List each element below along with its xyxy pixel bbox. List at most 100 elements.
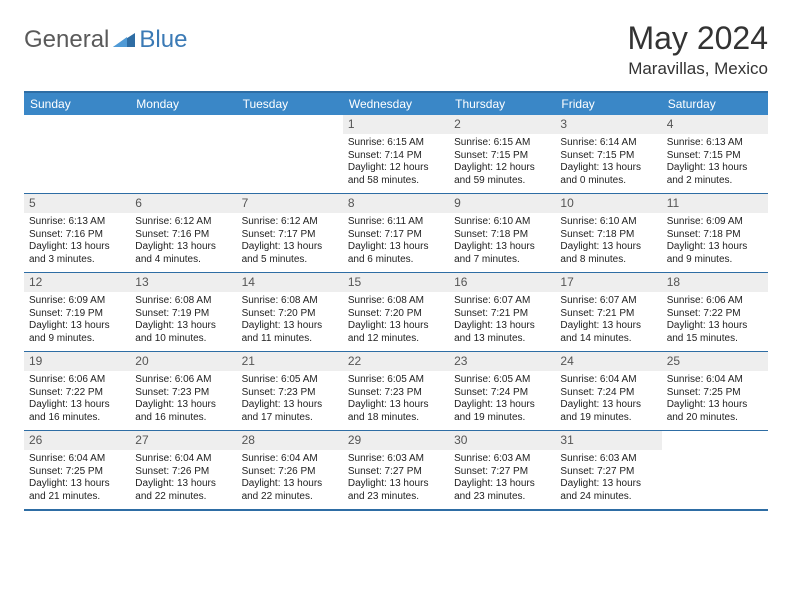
- cell-body: Sunrise: 6:15 AMSunset: 7:15 PMDaylight:…: [449, 134, 555, 191]
- month-title: May 2024: [627, 20, 768, 57]
- calendar-cell: 23Sunrise: 6:05 AMSunset: 7:24 PMDayligh…: [449, 352, 555, 430]
- cell-body: Sunrise: 6:09 AMSunset: 7:18 PMDaylight:…: [662, 213, 768, 270]
- sunrise-text: Sunrise: 6:12 AM: [242, 216, 338, 229]
- day-number: 23: [449, 352, 555, 371]
- cell-body: Sunrise: 6:14 AMSunset: 7:15 PMDaylight:…: [555, 134, 661, 191]
- sunset-text: Sunset: 7:19 PM: [29, 308, 125, 321]
- title-block: May 2024 Maravillas, Mexico: [627, 20, 768, 79]
- daylight-text: Daylight: 13 hours and 4 minutes.: [135, 241, 231, 266]
- sunrise-text: Sunrise: 6:08 AM: [135, 295, 231, 308]
- sunrise-text: Sunrise: 6:10 AM: [454, 216, 550, 229]
- sunset-text: Sunset: 7:20 PM: [348, 308, 444, 321]
- day-number: 18: [662, 273, 768, 292]
- day-number: 5: [24, 194, 130, 213]
- calendar-cell: 9Sunrise: 6:10 AMSunset: 7:18 PMDaylight…: [449, 194, 555, 272]
- week-row: 26Sunrise: 6:04 AMSunset: 7:25 PMDayligh…: [24, 430, 768, 509]
- calendar-cell: 31Sunrise: 6:03 AMSunset: 7:27 PMDayligh…: [555, 431, 661, 509]
- calendar-cell: 2Sunrise: 6:15 AMSunset: 7:15 PMDaylight…: [449, 115, 555, 193]
- sunset-text: Sunset: 7:15 PM: [454, 150, 550, 163]
- cell-body: Sunrise: 6:15 AMSunset: 7:14 PMDaylight:…: [343, 134, 449, 191]
- calendar-cell: 21Sunrise: 6:05 AMSunset: 7:23 PMDayligh…: [237, 352, 343, 430]
- daylight-text: Daylight: 13 hours and 0 minutes.: [560, 162, 656, 187]
- sunset-text: Sunset: 7:15 PM: [667, 150, 763, 163]
- calendar-cell: 15Sunrise: 6:08 AMSunset: 7:20 PMDayligh…: [343, 273, 449, 351]
- daylight-text: Daylight: 13 hours and 19 minutes.: [560, 399, 656, 424]
- calendar-cell: 1Sunrise: 6:15 AMSunset: 7:14 PMDaylight…: [343, 115, 449, 193]
- day-number: 4: [662, 115, 768, 134]
- day-number: 8: [343, 194, 449, 213]
- calendar-cell: 14Sunrise: 6:08 AMSunset: 7:20 PMDayligh…: [237, 273, 343, 351]
- sunset-text: Sunset: 7:17 PM: [348, 229, 444, 242]
- cell-body: Sunrise: 6:03 AMSunset: 7:27 PMDaylight:…: [555, 450, 661, 507]
- day-number: 10: [555, 194, 661, 213]
- calendar-cell: 25Sunrise: 6:04 AMSunset: 7:25 PMDayligh…: [662, 352, 768, 430]
- daylight-text: Daylight: 13 hours and 19 minutes.: [454, 399, 550, 424]
- cell-body: Sunrise: 6:04 AMSunset: 7:25 PMDaylight:…: [24, 450, 130, 507]
- daylight-text: Daylight: 12 hours and 58 minutes.: [348, 162, 444, 187]
- day-number: 14: [237, 273, 343, 292]
- sunset-text: Sunset: 7:23 PM: [242, 387, 338, 400]
- day-header-wed: Wednesday: [343, 93, 449, 115]
- sunrise-text: Sunrise: 6:05 AM: [348, 374, 444, 387]
- day-number: 17: [555, 273, 661, 292]
- sunrise-text: Sunrise: 6:14 AM: [560, 137, 656, 150]
- daylight-text: Daylight: 13 hours and 22 minutes.: [242, 478, 338, 503]
- day-number: 28: [237, 431, 343, 450]
- day-number: 9: [449, 194, 555, 213]
- day-number: 15: [343, 273, 449, 292]
- day-number: 3: [555, 115, 661, 134]
- cell-body: Sunrise: 6:09 AMSunset: 7:19 PMDaylight:…: [24, 292, 130, 349]
- cell-body: Sunrise: 6:11 AMSunset: 7:17 PMDaylight:…: [343, 213, 449, 270]
- cell-body: Sunrise: 6:04 AMSunset: 7:25 PMDaylight:…: [662, 371, 768, 428]
- sunset-text: Sunset: 7:23 PM: [348, 387, 444, 400]
- calendar-cell: 6Sunrise: 6:12 AMSunset: 7:16 PMDaylight…: [130, 194, 236, 272]
- daylight-text: Daylight: 13 hours and 2 minutes.: [667, 162, 763, 187]
- cell-body: Sunrise: 6:08 AMSunset: 7:20 PMDaylight:…: [343, 292, 449, 349]
- day-number: 16: [449, 273, 555, 292]
- sunrise-text: Sunrise: 6:04 AM: [242, 453, 338, 466]
- sunset-text: Sunset: 7:25 PM: [667, 387, 763, 400]
- day-number: 24: [555, 352, 661, 371]
- logo-text-blue: Blue: [139, 26, 187, 54]
- day-number: 1: [343, 115, 449, 134]
- daylight-text: Daylight: 13 hours and 5 minutes.: [242, 241, 338, 266]
- sunset-text: Sunset: 7:19 PM: [135, 308, 231, 321]
- calendar-cell: 30Sunrise: 6:03 AMSunset: 7:27 PMDayligh…: [449, 431, 555, 509]
- cell-body: Sunrise: 6:12 AMSunset: 7:17 PMDaylight:…: [237, 213, 343, 270]
- day-header-sun: Sunday: [24, 93, 130, 115]
- header: General Blue May 2024 Maravillas, Mexico: [24, 20, 768, 79]
- sunset-text: Sunset: 7:22 PM: [667, 308, 763, 321]
- daylight-text: Daylight: 13 hours and 24 minutes.: [560, 478, 656, 503]
- calendar-cell: 17Sunrise: 6:07 AMSunset: 7:21 PMDayligh…: [555, 273, 661, 351]
- day-header-mon: Monday: [130, 93, 236, 115]
- sunrise-text: Sunrise: 6:12 AM: [135, 216, 231, 229]
- daylight-text: Daylight: 13 hours and 22 minutes.: [135, 478, 231, 503]
- day-number: 27: [130, 431, 236, 450]
- logo-text-general: General: [24, 26, 109, 54]
- calendar-cell: 18Sunrise: 6:06 AMSunset: 7:22 PMDayligh…: [662, 273, 768, 351]
- day-number: 13: [130, 273, 236, 292]
- day-number: 7: [237, 194, 343, 213]
- day-header-sat: Saturday: [662, 93, 768, 115]
- calendar-cell: 27Sunrise: 6:04 AMSunset: 7:26 PMDayligh…: [130, 431, 236, 509]
- sunrise-text: Sunrise: 6:03 AM: [454, 453, 550, 466]
- sunrise-text: Sunrise: 6:13 AM: [29, 216, 125, 229]
- day-number: 2: [449, 115, 555, 134]
- week-row: 1Sunrise: 6:15 AMSunset: 7:14 PMDaylight…: [24, 115, 768, 193]
- week-row: 12Sunrise: 6:09 AMSunset: 7:19 PMDayligh…: [24, 272, 768, 351]
- cell-body: Sunrise: 6:07 AMSunset: 7:21 PMDaylight:…: [555, 292, 661, 349]
- daylight-text: Daylight: 13 hours and 16 minutes.: [135, 399, 231, 424]
- sunrise-text: Sunrise: 6:07 AM: [560, 295, 656, 308]
- sunrise-text: Sunrise: 6:15 AM: [454, 137, 550, 150]
- daylight-text: Daylight: 13 hours and 18 minutes.: [348, 399, 444, 424]
- sunrise-text: Sunrise: 6:13 AM: [667, 137, 763, 150]
- calendar-cell: 24Sunrise: 6:04 AMSunset: 7:24 PMDayligh…: [555, 352, 661, 430]
- week-row: 19Sunrise: 6:06 AMSunset: 7:22 PMDayligh…: [24, 351, 768, 430]
- daylight-text: Daylight: 13 hours and 15 minutes.: [667, 320, 763, 345]
- daylight-text: Daylight: 12 hours and 59 minutes.: [454, 162, 550, 187]
- cell-body: Sunrise: 6:08 AMSunset: 7:20 PMDaylight:…: [237, 292, 343, 349]
- logo: General Blue: [24, 26, 187, 54]
- day-number: 22: [343, 352, 449, 371]
- sunrise-text: Sunrise: 6:03 AM: [348, 453, 444, 466]
- sunrise-text: Sunrise: 6:07 AM: [454, 295, 550, 308]
